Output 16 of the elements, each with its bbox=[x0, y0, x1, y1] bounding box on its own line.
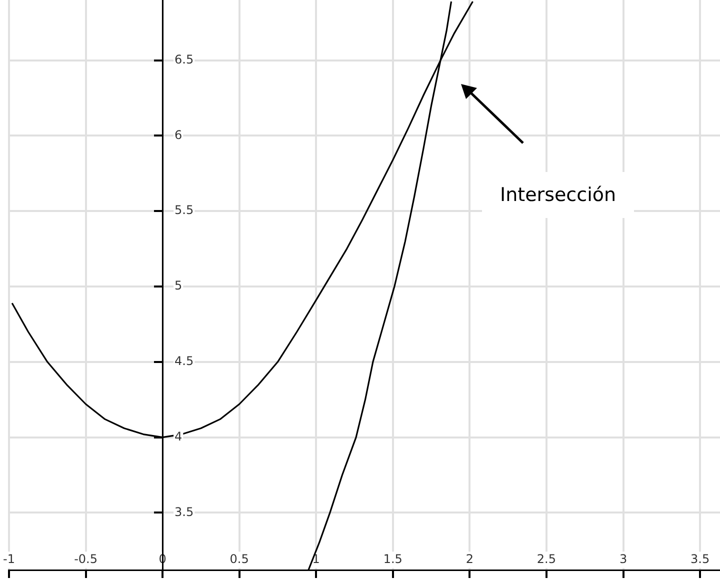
x-tick-label: 2 bbox=[466, 552, 474, 566]
y-tick-label: 5 bbox=[174, 278, 182, 293]
annotation: Intersección bbox=[482, 172, 634, 218]
x-tick-label: 2.5 bbox=[536, 552, 556, 566]
y-tick-label: 5.5 bbox=[174, 203, 194, 218]
y-tick-label: 4.5 bbox=[174, 354, 194, 368]
y-tick-label: 4 bbox=[174, 429, 182, 444]
x-tick-label: 3.5 bbox=[690, 552, 710, 566]
y-tick-label: 6.5 bbox=[174, 52, 194, 66]
y-tick-label: 3.5 bbox=[174, 504, 194, 519]
x-tick-label: 3 bbox=[619, 552, 628, 566]
x-tick-label: -0.5 bbox=[74, 552, 98, 566]
x-tick-label: 1.5 bbox=[383, 552, 402, 566]
x-tick-label: -1 bbox=[3, 552, 15, 566]
x-tick-label: 0.5 bbox=[230, 552, 249, 566]
y-tick-label: 6 bbox=[174, 128, 182, 142]
